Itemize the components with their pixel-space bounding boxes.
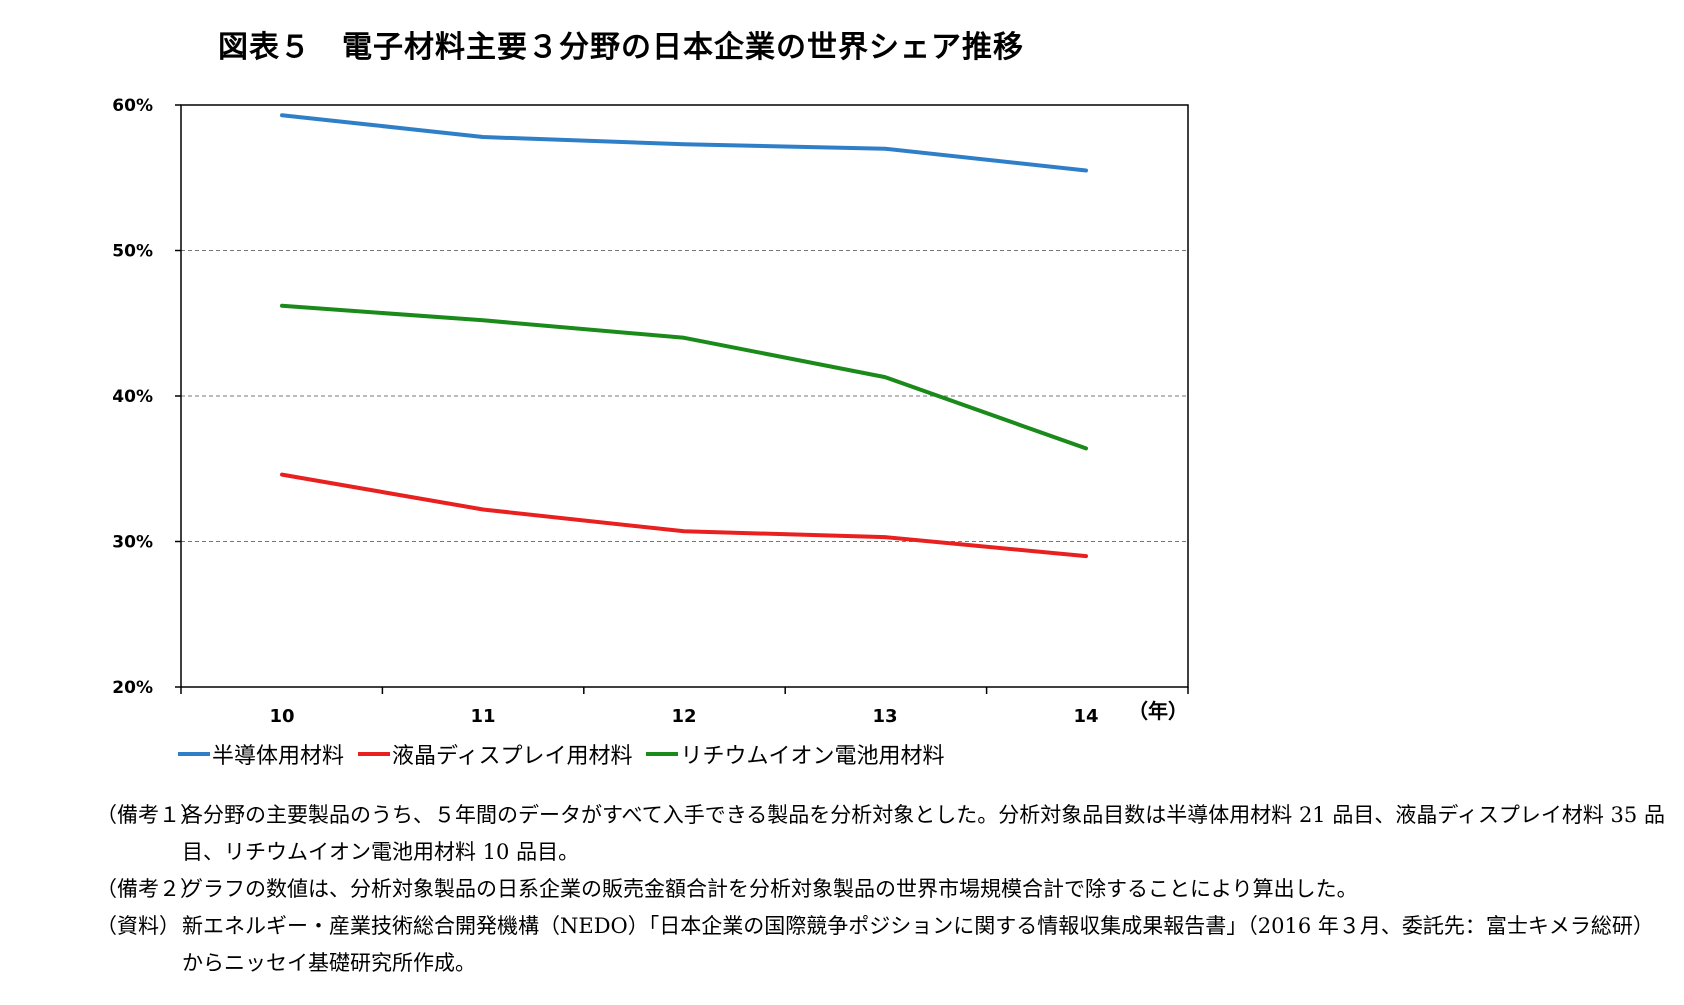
chart-title: 図表５ 電子材料主要３分野の日本企業の世界シェア推移: [218, 30, 1024, 65]
chart-legend: 半導体用材料 液晶ディスプレイ用材料 リチウムイオン電池用材料: [178, 738, 959, 770]
x-tick-label-4: 14: [1073, 706, 1098, 727]
y-tick-label-0: 20%: [112, 678, 153, 698]
notes-section: （備考１） 各分野の主要製品のうち、５年間のデータがすべて入手できる製品を分析対…: [96, 797, 1666, 982]
y-tick-label-3: 50%: [112, 242, 153, 262]
legend-swatch-battery: [646, 752, 679, 756]
y-tick-label-4: 60%: [112, 96, 153, 116]
note-1: （備考１） 各分野の主要製品のうち、５年間のデータがすべて入手できる製品を分析対…: [96, 797, 1666, 871]
legend-item-semiconductor: 半導体用材料: [178, 738, 344, 770]
x-tick-label-2: 12: [671, 706, 696, 727]
legend-swatch-semiconductor: [178, 752, 210, 756]
legend-item-lcd: 液晶ディスプレイ用材料: [358, 738, 632, 770]
x-axis-unit-label: （年）: [1128, 699, 1188, 723]
note-2: （備考２） グラフの数値は、分析対象製品の日系企業の販売金額合計を分析対象製品の…: [96, 871, 1666, 908]
y-tick-label-1: 30%: [112, 533, 153, 553]
note-1-tag: （備考１）: [96, 803, 201, 827]
x-tick-label-3: 13: [872, 706, 897, 727]
legend-item-battery: リチウムイオン電池用材料: [646, 738, 945, 770]
note-2-text: グラフの数値は、分析対象製品の日系企業の販売金額合計を分析対象製品の世界市場規模…: [182, 877, 1358, 901]
x-tick-label-0: 10: [269, 706, 294, 727]
series-line-1: [280, 472, 1088, 559]
legend-label-battery: リチウムイオン電池用材料: [680, 744, 945, 769]
note-3-text: 新エネルギー・産業技術総合開発機構（NEDO）「日本企業の国際競争ポジションに関…: [182, 914, 1654, 975]
series-line-2: [280, 303, 1088, 451]
y-tick-label-2: 40%: [112, 387, 153, 407]
series-line-0: [280, 113, 1088, 173]
note-3-tag: （資料）: [96, 914, 180, 938]
note-2-tag: （備考２）: [96, 877, 201, 901]
note-3: （資料） 新エネルギー・産業技術総合開発機構（NEDO）「日本企業の国際競争ポジ…: [96, 908, 1666, 982]
legend-swatch-lcd: [358, 752, 391, 756]
x-tick-label-1: 11: [470, 706, 495, 727]
legend-label-semiconductor: 半導体用材料: [212, 744, 345, 769]
chart-area: 20% 30% 40% 50% 60% 10 11 12 13 14 （年）: [112, 96, 1189, 727]
note-1-text: 各分野の主要製品のうち、５年間のデータがすべて入手できる製品を分析対象とした。分…: [182, 803, 1665, 864]
legend-label-lcd: 液晶ディスプレイ用材料: [392, 744, 633, 769]
